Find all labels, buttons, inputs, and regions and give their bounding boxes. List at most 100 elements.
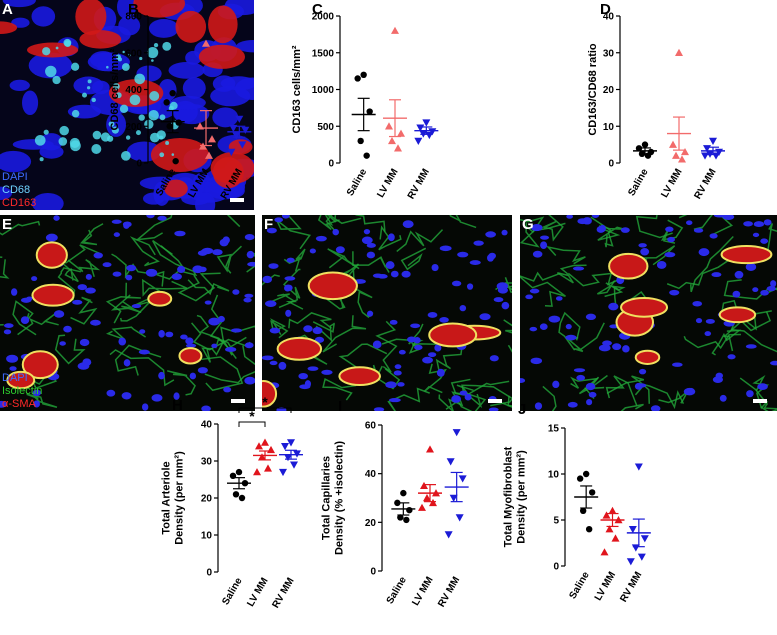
arteriole xyxy=(620,296,669,318)
capillary xyxy=(109,349,175,387)
data-point xyxy=(287,439,295,447)
y-axis-label: CD163 cells/mm² xyxy=(291,45,303,133)
nucleus xyxy=(638,243,647,248)
nucleus xyxy=(204,300,212,305)
capillary xyxy=(461,384,512,407)
data-point xyxy=(290,461,298,469)
nucleus xyxy=(3,329,12,335)
cd68 xyxy=(125,135,131,140)
cd68 xyxy=(82,92,88,98)
data-point xyxy=(709,137,717,145)
capillary xyxy=(590,216,614,248)
nucleus xyxy=(148,18,179,38)
capillary xyxy=(166,370,196,396)
data-point xyxy=(208,135,216,143)
nucleus xyxy=(335,246,345,254)
cd68 xyxy=(92,130,102,140)
y-tick-label: 0 xyxy=(328,159,334,170)
capillary xyxy=(635,215,673,239)
nucleus xyxy=(591,215,600,218)
nucleus xyxy=(90,319,101,326)
nucleus xyxy=(637,383,647,388)
data-point xyxy=(422,119,431,127)
nucleus xyxy=(33,400,40,408)
data-point xyxy=(681,147,689,156)
y-tick-label: 60 xyxy=(365,421,377,432)
capillary xyxy=(556,264,587,284)
arteriole xyxy=(21,350,59,380)
nucleus xyxy=(534,402,543,410)
data-point xyxy=(241,126,250,134)
cd68 xyxy=(149,132,160,143)
capillary xyxy=(269,293,304,310)
data-point xyxy=(357,137,364,145)
nucleus xyxy=(385,381,397,389)
x-tick-label: RV MM xyxy=(436,575,462,609)
y-tick-label: 10 xyxy=(548,470,560,481)
nucleus xyxy=(622,345,630,353)
y-axis-label: Density (per mm²) xyxy=(516,450,528,544)
nucleus xyxy=(401,270,411,278)
nucleus xyxy=(520,378,526,383)
capillary xyxy=(57,267,82,301)
nucleus xyxy=(705,318,715,324)
capillary xyxy=(317,215,340,231)
data-point xyxy=(425,131,434,140)
nucleus xyxy=(585,382,596,391)
capillary xyxy=(17,309,61,336)
x-tick-label: RV MM xyxy=(692,167,718,201)
arteriole xyxy=(634,349,661,365)
capillary xyxy=(400,247,427,271)
nucleus xyxy=(398,349,406,355)
nucleus xyxy=(138,349,150,355)
y-tick-label: 200 xyxy=(125,122,142,133)
data-point xyxy=(706,150,714,158)
scale-bar xyxy=(231,399,245,403)
significance-bracket xyxy=(238,407,292,413)
nucleus xyxy=(431,263,439,272)
data-point xyxy=(229,124,238,133)
nucleus xyxy=(312,327,323,335)
nucleus xyxy=(93,252,103,259)
nucleus xyxy=(493,297,504,303)
micrograph xyxy=(262,215,512,411)
nucleus xyxy=(170,95,206,110)
capillary xyxy=(558,311,581,351)
data-point xyxy=(363,152,370,159)
nucleus xyxy=(692,301,703,307)
nucleus xyxy=(685,220,693,226)
y-tick-label: 600 xyxy=(125,48,142,59)
capillary xyxy=(110,294,142,314)
data-point xyxy=(235,468,243,476)
cd163 xyxy=(208,5,238,44)
nucleus xyxy=(284,284,293,292)
cd68 xyxy=(129,94,141,106)
data-point xyxy=(640,535,649,543)
capillary xyxy=(546,245,586,265)
data-point xyxy=(284,454,292,462)
capillary xyxy=(216,245,242,274)
nucleus xyxy=(269,360,278,366)
capillary xyxy=(660,219,684,244)
channel-label: Isolectin xyxy=(2,385,42,397)
panel-letter: E xyxy=(2,216,12,233)
data-point xyxy=(579,507,587,514)
cd68 xyxy=(91,97,96,103)
nucleus xyxy=(278,361,287,370)
data-point xyxy=(426,445,434,453)
nucleus xyxy=(77,284,88,291)
nucleus xyxy=(185,50,202,65)
capillary xyxy=(381,338,438,346)
nucleus xyxy=(439,316,449,323)
nucleus xyxy=(182,77,206,99)
nucleus xyxy=(247,261,255,267)
data-point xyxy=(600,548,609,556)
capillary xyxy=(322,315,367,353)
nucleus xyxy=(307,366,319,371)
nucleus xyxy=(145,268,158,277)
data-point xyxy=(241,480,249,487)
nucleus xyxy=(459,390,468,396)
nucleus xyxy=(10,288,18,296)
nucleus xyxy=(236,40,254,53)
capillary xyxy=(666,253,738,290)
